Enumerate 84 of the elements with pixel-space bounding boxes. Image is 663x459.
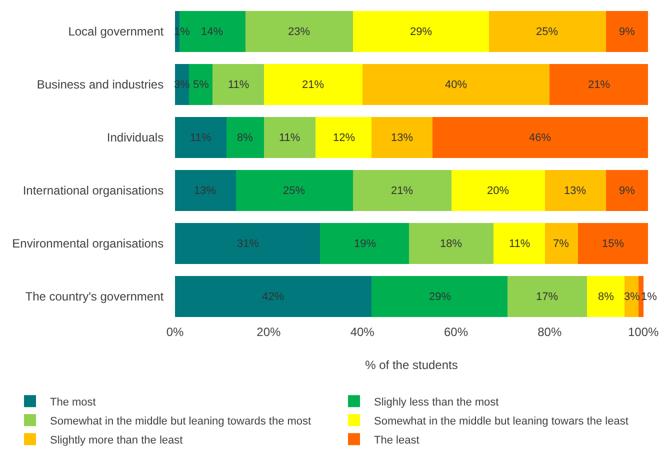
bar xyxy=(488,10,606,52)
data-label: 25% xyxy=(536,26,558,38)
legend-label: The least xyxy=(374,434,420,446)
legend-label: Somewhat in the middle but leaning towards the most xyxy=(50,415,312,428)
bar xyxy=(245,10,353,52)
data-label: 3% xyxy=(624,291,640,303)
data-label: 17% xyxy=(536,291,558,303)
bar xyxy=(352,170,452,212)
data-label: 46% xyxy=(529,132,552,144)
bar xyxy=(316,116,372,158)
y-tick-label: Environmental organisations xyxy=(12,236,164,251)
bar xyxy=(320,222,410,264)
legend-label: Slightly more than the least xyxy=(50,434,183,446)
data-label: 5% xyxy=(193,79,210,91)
bar xyxy=(352,10,489,52)
y-tick-label: The country's government xyxy=(25,290,164,304)
data-label: 42% xyxy=(262,291,284,303)
bar xyxy=(212,64,264,106)
bar xyxy=(508,276,588,318)
data-label: 20% xyxy=(487,185,510,197)
data-label: 11% xyxy=(228,79,250,91)
bar xyxy=(638,276,644,318)
y-tick-label: Business and industries xyxy=(36,78,164,92)
data-label: 23% xyxy=(288,26,310,38)
data-label: 9% xyxy=(619,26,636,38)
data-label: 19% xyxy=(354,238,376,250)
bar xyxy=(362,64,550,106)
bar xyxy=(493,222,545,264)
x-tick-label: 0% xyxy=(166,325,184,339)
bar xyxy=(175,170,236,212)
data-label: 13% xyxy=(194,185,216,197)
bar xyxy=(175,116,227,158)
data-label: 21% xyxy=(588,79,610,91)
x-tick-label: 100% xyxy=(628,325,659,339)
x-tick-label: 60% xyxy=(444,325,468,339)
data-label: 18% xyxy=(440,238,462,250)
x-axis-title: % of the students xyxy=(365,358,458,372)
bar xyxy=(264,116,316,158)
data-label: 14% xyxy=(201,26,224,38)
data-label: 9% xyxy=(619,185,636,197)
data-label: 11% xyxy=(279,132,300,144)
bar xyxy=(451,170,545,212)
bar xyxy=(372,276,508,318)
x-tick-label: 80% xyxy=(538,325,562,339)
bar xyxy=(587,276,625,318)
x-tick-label: 20% xyxy=(256,325,281,339)
bar xyxy=(432,116,648,158)
data-label: 11% xyxy=(509,238,530,250)
x-tick-label: 40% xyxy=(350,325,375,339)
bar xyxy=(226,116,264,158)
bar xyxy=(175,222,320,264)
data-label: 29% xyxy=(410,26,432,38)
data-label: 21% xyxy=(302,79,324,91)
bar xyxy=(578,222,648,264)
y-tick-label: International organisations xyxy=(22,184,164,198)
bar xyxy=(544,170,606,212)
data-label: 25% xyxy=(283,185,306,197)
data-label: 40% xyxy=(445,79,468,91)
legend-label: The most xyxy=(50,396,96,408)
bar xyxy=(372,116,433,158)
data-label: 13% xyxy=(564,185,586,197)
bar xyxy=(544,222,578,264)
bar xyxy=(606,10,648,52)
bar xyxy=(175,276,372,318)
data-label: 29% xyxy=(429,291,452,303)
data-label: 21% xyxy=(391,185,414,197)
y-tick-label: Local government xyxy=(68,24,164,39)
data-label: 13% xyxy=(391,132,414,144)
data-label: 8% xyxy=(237,132,254,144)
y-tick-label: Individuals xyxy=(106,130,164,145)
bar xyxy=(409,222,494,264)
data-label: 11% xyxy=(190,132,212,144)
data-label: 12% xyxy=(333,132,356,144)
bar xyxy=(606,170,648,212)
data-label: 7% xyxy=(553,238,570,250)
bar xyxy=(550,64,648,106)
bar xyxy=(264,64,362,106)
data-label: 31% xyxy=(237,238,260,250)
data-label: 8% xyxy=(598,291,614,303)
bar xyxy=(189,64,212,106)
bar xyxy=(236,170,353,212)
legend-label: Slighly less than the most xyxy=(374,396,499,408)
data-label: 15% xyxy=(602,238,624,250)
legend-label: Somewhat in the middle but leaning towars the least xyxy=(374,415,628,428)
